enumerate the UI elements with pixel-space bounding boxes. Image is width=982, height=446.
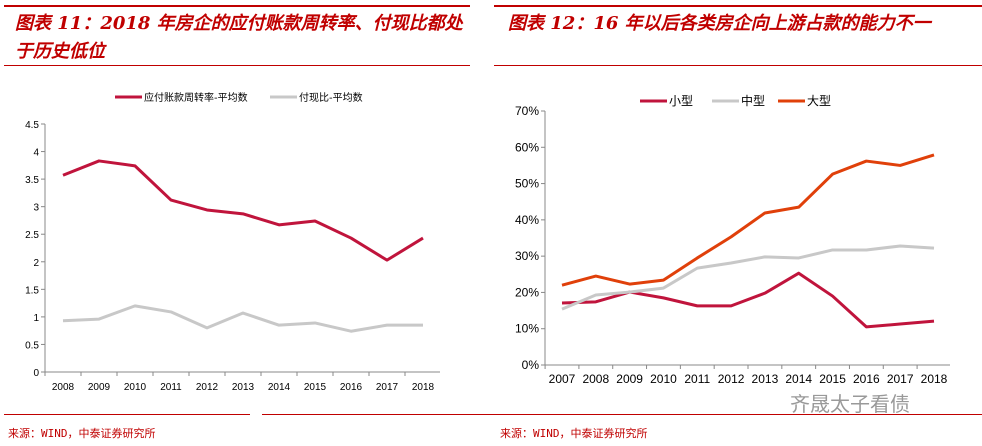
chart1-legend-label: 付现比-平均数 (299, 91, 363, 104)
chart1-x-tick-label: 2017 (376, 382, 399, 393)
chart2-x-tick-label: 2008 (582, 372, 609, 386)
left-top-rule (4, 5, 470, 7)
chart2-x-tick-label: 2013 (752, 372, 779, 386)
chart1-series-0-line (62, 159, 424, 262)
chart2-x-tick-label: 2007 (549, 372, 576, 386)
chart1-y-tick-label: 0 (33, 368, 39, 379)
chart2-legend-label: 大型 (807, 94, 831, 108)
chart2-x-tick-label: 2012 (718, 372, 745, 386)
chart1-y-tick-label: 4.5 (25, 120, 39, 131)
left-title-rule (4, 65, 470, 66)
chart1-y-tick-label: 0.5 (25, 340, 39, 351)
chart2-series-1-line (561, 244, 935, 311)
chart1-x-tick-label: 2018 (412, 382, 435, 393)
chart2-y-tick-label: 50% (515, 177, 539, 191)
chart2-series-2-line (561, 153, 935, 287)
chart1-y-tick-label: 2.5 (25, 230, 39, 241)
chart2-x-tick-label: 2018 (921, 372, 948, 386)
chart1-x-tick-label: 2008 (52, 382, 75, 393)
chart1-x-tick-label: 2011 (160, 382, 182, 393)
right-top-rule (494, 5, 982, 7)
chart1-x-tick-label: 2013 (232, 382, 255, 393)
chart2-x-tick-label: 2014 (785, 372, 812, 386)
right-bottom-rule (262, 414, 982, 415)
chart1-y-tick-label: 3.5 (25, 175, 39, 186)
watermark: 齐晟太子看债 (790, 392, 910, 416)
chart2-y-tick-label: 60% (515, 140, 539, 154)
chart2-x-tick-label: 2010 (650, 372, 677, 386)
chart1-y-tick-label: 2 (33, 258, 39, 269)
chart2-x-tick-label: 2016 (853, 372, 880, 386)
chart2-legend-label: 中型 (741, 93, 765, 108)
chart1-y-tick-label: 1.5 (25, 285, 39, 296)
chart2-x-tick-label: 2011 (684, 372, 710, 386)
chart1-x-tick-label: 2014 (268, 382, 291, 393)
left-chart-title: 图表 11：2018 年房企的应付账款周转率、付现比都处于历史低位 (15, 13, 463, 62)
right-title-rule (494, 65, 982, 66)
left-bottom-rule (4, 414, 250, 415)
chart2-y-tick-label: 10% (515, 322, 539, 336)
chart1-x-tick-label: 2015 (304, 382, 327, 393)
chart2-y-tick-label: 20% (515, 285, 539, 299)
right-source: 来源：WIND，中泰证券研究所 (500, 427, 648, 440)
chart1-x-tick-label: 2016 (340, 382, 363, 393)
chart1-y-tick-label: 3 (33, 203, 39, 214)
chart1-x-tick-label: 2012 (196, 382, 219, 393)
right-chart-title: 图表 12：16 年以后各类房企向上游占款的能力不一 (508, 13, 931, 34)
chart2-x-tick-label: 2009 (616, 372, 643, 386)
chart2-legend-label: 小型 (669, 94, 693, 108)
left-source: 来源：WIND，中泰证券研究所 (8, 427, 156, 440)
chart2-x-tick-label: 2015 (819, 372, 846, 386)
chart2-y-tick-label: 70% (515, 104, 539, 118)
chart1-y-tick-label: 1 (33, 313, 39, 324)
chart2-y-tick-label: 30% (515, 249, 539, 263)
chart1-y-tick-label: 4 (33, 148, 39, 159)
chart1-x-tick-label: 2010 (124, 382, 147, 393)
chart1-legend-label: 应付账款周转率-平均数 (144, 91, 248, 104)
chart2-y-tick-label: 40% (515, 213, 539, 227)
chart1-x-tick-label: 2009 (88, 382, 111, 393)
chart1-series-1-line (62, 304, 423, 333)
chart2-y-tick-label: 0% (522, 358, 540, 372)
chart2-x-tick-label: 2017 (887, 372, 914, 386)
